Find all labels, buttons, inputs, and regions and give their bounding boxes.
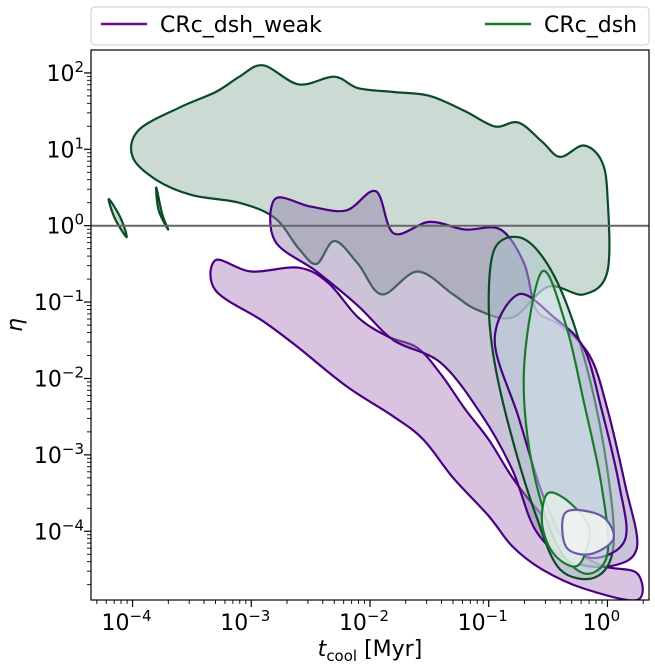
tick-label: 100 bbox=[583, 607, 621, 636]
contour-green-small bbox=[107, 197, 128, 239]
tick-label: 10−1 bbox=[34, 287, 84, 316]
legend-label-crc-dsh: CRc_dsh bbox=[544, 13, 637, 38]
tick-label: 101 bbox=[46, 134, 84, 163]
contour-purple-core bbox=[561, 508, 615, 556]
contour-purple-outer bbox=[209, 258, 644, 600]
tick-label: 102 bbox=[46, 58, 84, 87]
tick-label: 10−2 bbox=[339, 607, 389, 636]
contour-layer bbox=[107, 64, 644, 600]
tick-label: 100 bbox=[46, 211, 84, 240]
tick-label: 10−2 bbox=[34, 363, 84, 392]
legend-box bbox=[90, 6, 650, 46]
contour-green-small2 bbox=[155, 186, 170, 231]
tick-label: 10−4 bbox=[101, 607, 151, 636]
legend-label-crc-dsh-weak: CRc_dsh_weak bbox=[160, 13, 322, 38]
x-axis-label: tcool [Myr] bbox=[318, 637, 423, 665]
x-axis-ticks: 10−4 10−3 10−2 10−1 100 bbox=[96, 600, 644, 636]
tick-label: 10−4 bbox=[34, 516, 84, 545]
tick-label: 10−3 bbox=[34, 440, 84, 469]
legend: CRc_dsh_weak CRc_dsh bbox=[90, 6, 650, 46]
tick-label: 10−1 bbox=[458, 607, 508, 636]
tick-label: 10−3 bbox=[220, 607, 270, 636]
y-axis-label: η bbox=[3, 318, 28, 332]
y-axis-ticks: 10−4 10−3 10−2 10−1 100 101 102 bbox=[34, 58, 91, 586]
